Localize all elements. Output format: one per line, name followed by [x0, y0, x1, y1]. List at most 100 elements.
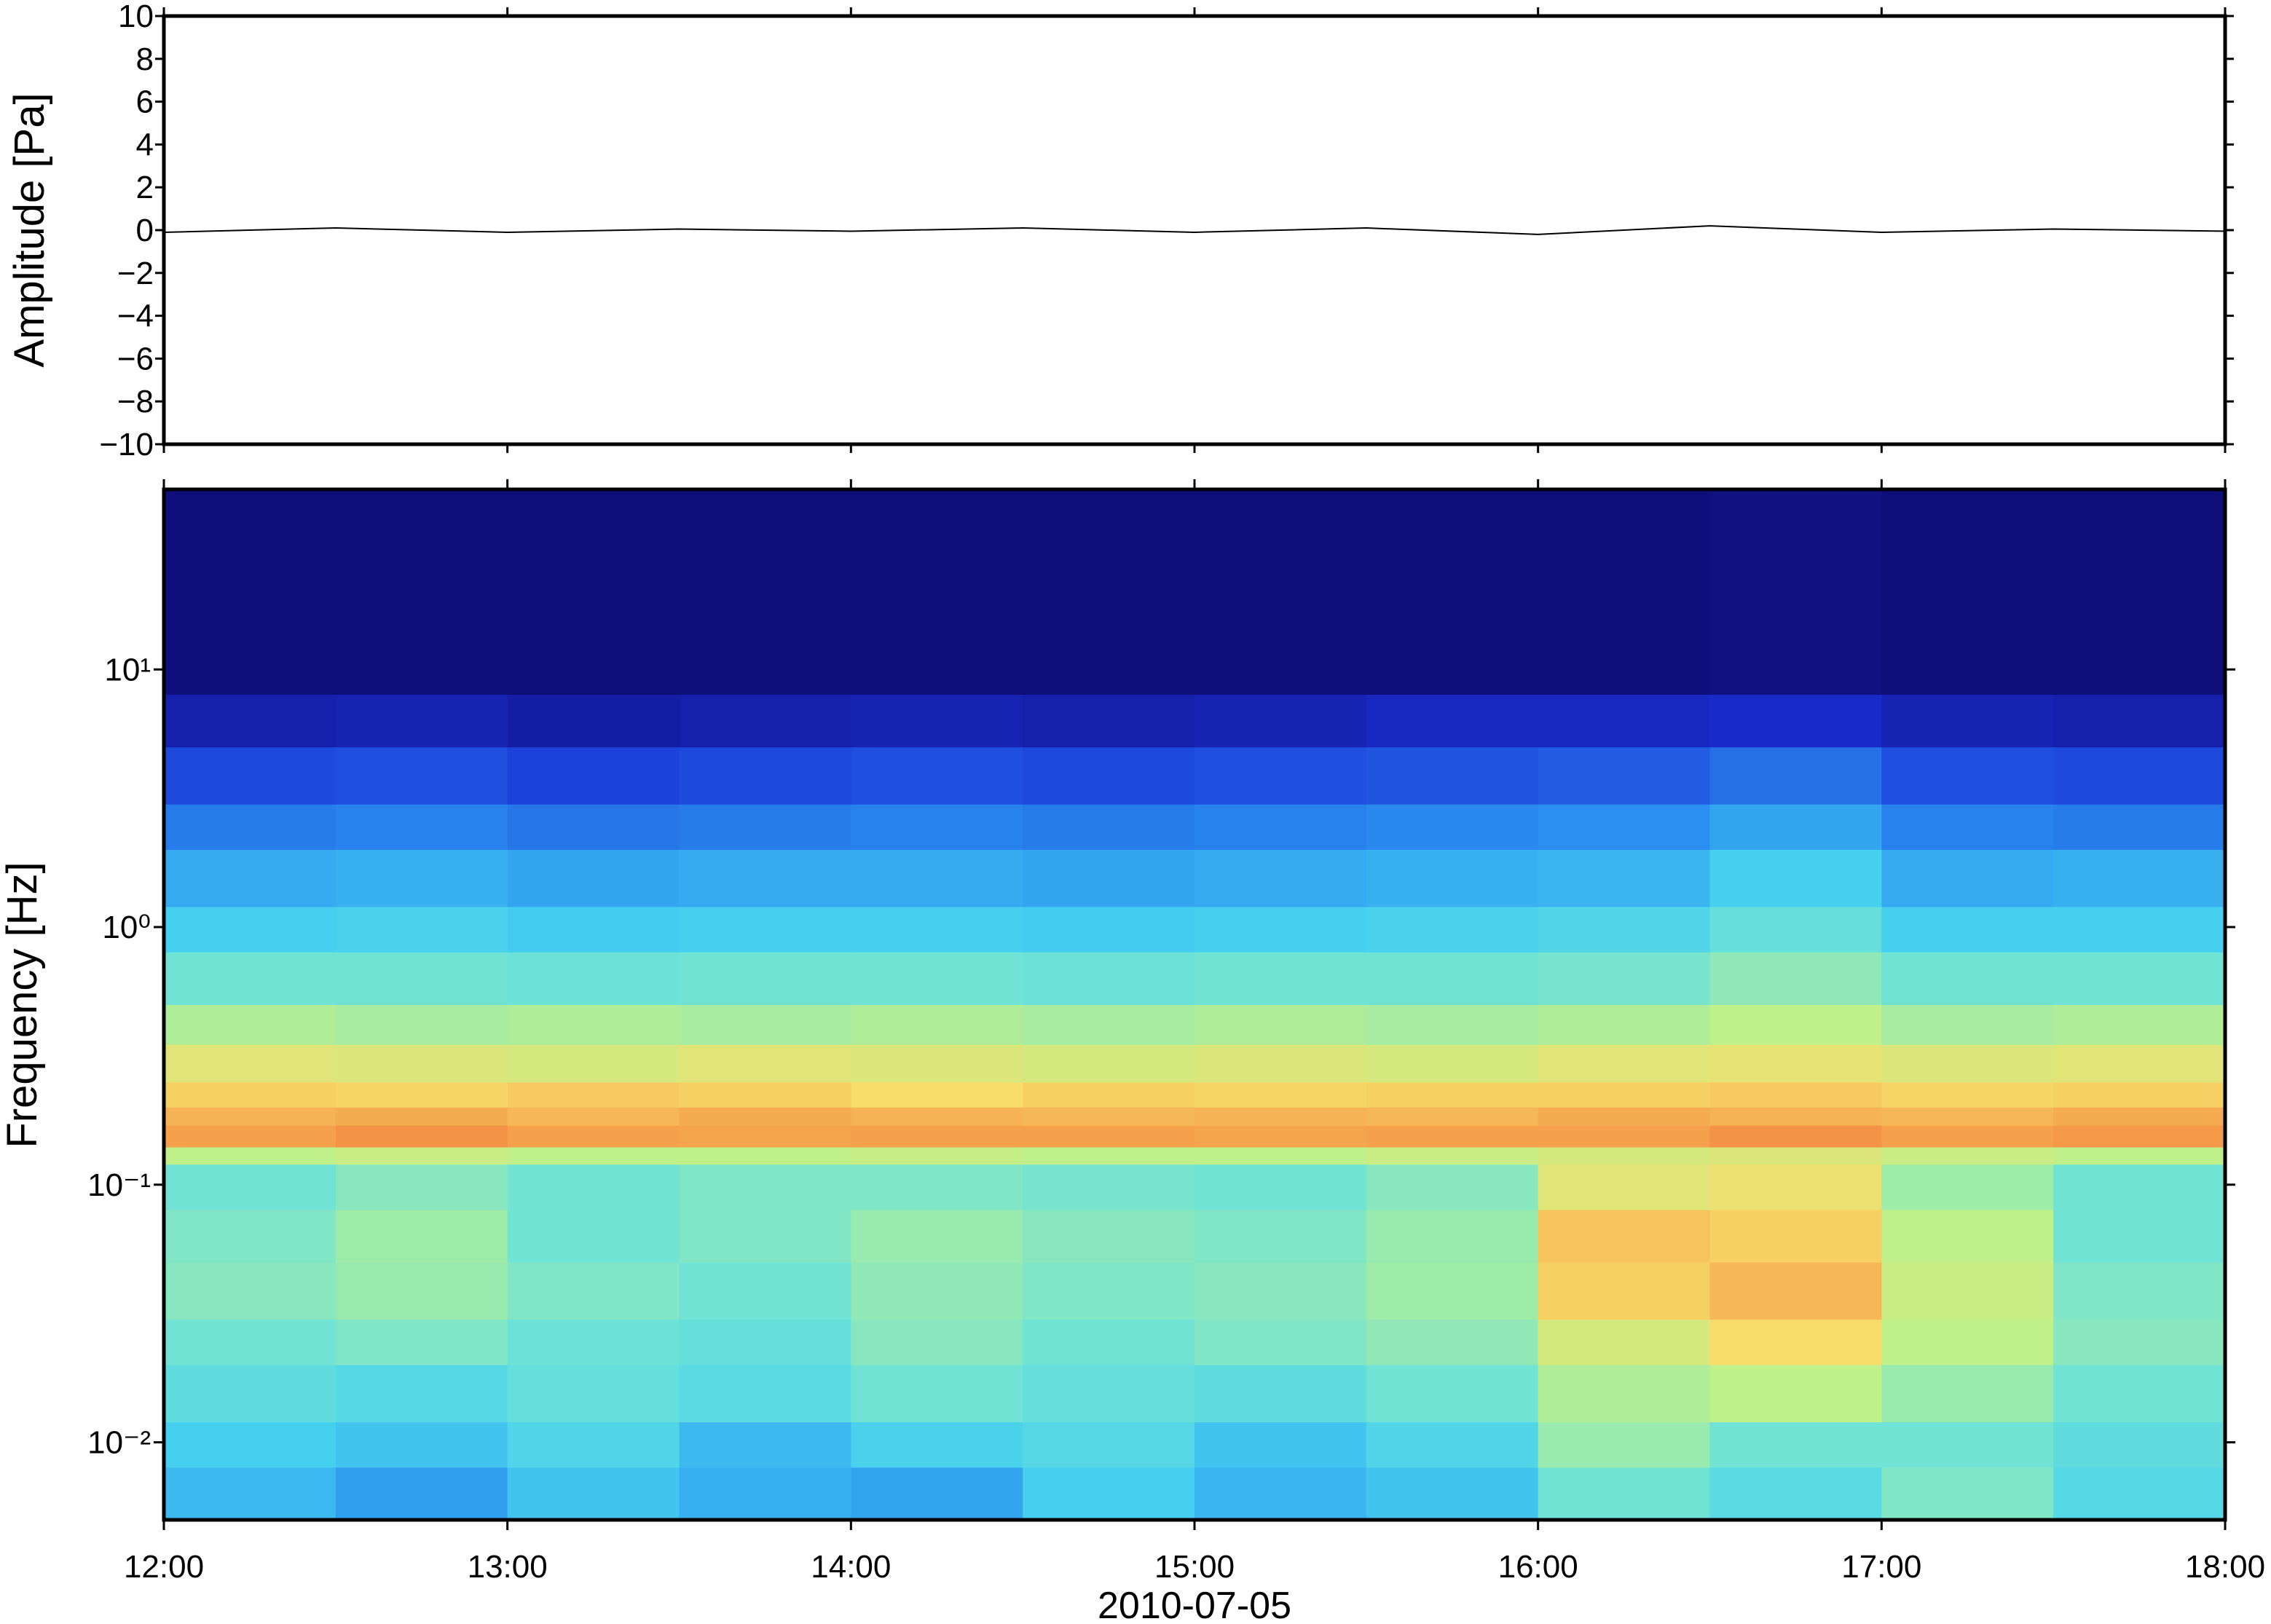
x-tick-label: 14:00: [811, 1549, 891, 1585]
cell: [164, 1164, 336, 1210]
cell: [851, 1147, 1023, 1165]
cell: [1366, 746, 1539, 805]
cell: [1538, 1422, 1710, 1468]
cell: [1366, 489, 1539, 695]
y-tick-label: 2: [136, 170, 154, 205]
cell: [164, 1004, 336, 1045]
cell: [1366, 1210, 1539, 1263]
cell: [164, 1210, 336, 1263]
cell: [2053, 804, 2226, 851]
y-tick-label: 10¹: [104, 652, 151, 687]
cell: [335, 1422, 508, 1468]
cell: [335, 694, 508, 748]
cell: [1881, 1365, 2054, 1423]
y-tick-label: −8: [117, 384, 154, 419]
cell: [1709, 1125, 1882, 1148]
cell: [1538, 1125, 1710, 1148]
cell: [1366, 1125, 1539, 1148]
cell: [507, 1044, 680, 1083]
y-tick-label: 10⁰: [102, 910, 151, 945]
cell: [1366, 1044, 1539, 1083]
cell: [1881, 804, 2054, 851]
heatmap: [164, 489, 2226, 1521]
cell: [335, 1467, 508, 1521]
cell: [2053, 1044, 2226, 1083]
y-tick-label: 8: [136, 42, 154, 77]
cell: [2053, 1467, 2226, 1521]
cell: [1709, 1365, 1882, 1423]
cell: [335, 907, 508, 953]
cell: [1709, 907, 1882, 953]
cell: [507, 1125, 680, 1148]
cell: [679, 1044, 851, 1083]
cell: [164, 1422, 336, 1468]
x-tick-label: 15:00: [1154, 1549, 1235, 1585]
cell: [851, 849, 1023, 907]
cell: [679, 907, 851, 953]
cell: [1881, 1262, 2054, 1320]
y-tick-label: −4: [117, 299, 154, 334]
cell: [1881, 1422, 2054, 1468]
cell: [1538, 804, 1710, 851]
cell: [507, 1004, 680, 1045]
cell: [2053, 1164, 2226, 1210]
y-tick-label: 6: [136, 84, 154, 120]
cell: [851, 1107, 1023, 1126]
cell: [851, 1044, 1023, 1083]
cell: [851, 694, 1023, 748]
cell: [851, 804, 1023, 851]
cell: [679, 1467, 851, 1521]
cell: [1366, 1319, 1539, 1365]
cell: [335, 952, 508, 1005]
cell: [1538, 952, 1710, 1005]
cell: [851, 746, 1023, 805]
cell: [164, 1147, 336, 1165]
cell: [1194, 1107, 1367, 1126]
cell: [507, 746, 680, 805]
y-tick-label: 10: [118, 0, 154, 34]
cell: [1538, 746, 1710, 805]
cell: [164, 849, 336, 907]
cell: [679, 1147, 851, 1165]
cell: [2053, 1365, 2226, 1423]
y-tick-label: 0: [136, 213, 154, 248]
cell: [1194, 1262, 1367, 1320]
cell: [1194, 1365, 1367, 1423]
cell: [851, 1081, 1023, 1108]
cell: [1881, 907, 2054, 953]
cell: [679, 1422, 851, 1468]
cell: [1709, 1262, 1882, 1320]
cell: [1366, 1147, 1539, 1165]
cell: [1366, 1422, 1539, 1468]
cell: [1366, 1467, 1539, 1521]
cell: [164, 1365, 336, 1423]
cell: [1194, 1125, 1367, 1148]
x-tick-label: 13:00: [468, 1549, 548, 1585]
cell: [507, 489, 680, 695]
cell: [1194, 1210, 1367, 1263]
cell: [164, 489, 336, 695]
cell: [164, 1081, 336, 1108]
cell: [164, 804, 336, 851]
cell: [1538, 1467, 1710, 1521]
cell: [1538, 489, 1710, 695]
cell: [2053, 849, 2226, 907]
cell: [507, 1210, 680, 1263]
cell: [1194, 907, 1367, 953]
cell: [679, 1365, 851, 1423]
cell: [1538, 907, 1710, 953]
cell: [1023, 746, 1195, 805]
cell: [1023, 694, 1195, 748]
cell: [1538, 1004, 1710, 1045]
cell: [1881, 694, 2054, 748]
cell: [1881, 489, 2054, 695]
cell: [164, 1044, 336, 1083]
cell: [1023, 489, 1195, 695]
cell: [851, 1319, 1023, 1365]
cell: [335, 849, 508, 907]
cell: [164, 746, 336, 805]
cell: [1538, 1319, 1710, 1365]
cell: [1709, 1164, 1882, 1210]
cell: [851, 1422, 1023, 1468]
